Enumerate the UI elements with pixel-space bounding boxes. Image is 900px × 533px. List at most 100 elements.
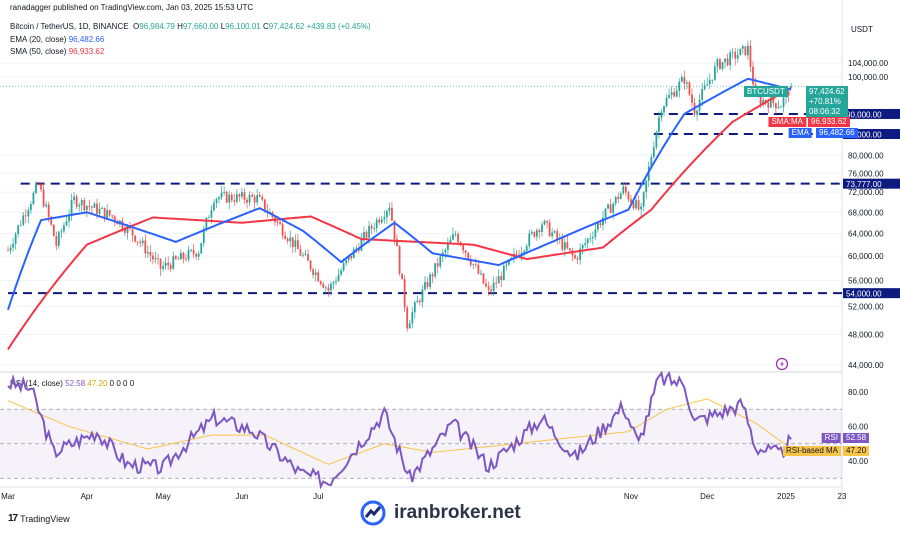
candle	[701, 83, 704, 107]
price-tick: 64,000.00	[848, 230, 884, 239]
candle	[101, 206, 103, 209]
ema-legend[interactable]: EMA (20, close) 96,482.66	[10, 35, 104, 45]
candle-body	[7, 250, 9, 252]
candle	[202, 225, 205, 247]
candle-body	[330, 283, 332, 291]
candle-body	[65, 221, 68, 226]
tradingview-footer[interactable]: 17 TradingView	[8, 513, 70, 524]
candle-body	[83, 200, 86, 211]
candle-body	[68, 214, 70, 222]
candle-body	[261, 196, 264, 200]
candle	[241, 187, 243, 200]
candle	[688, 80, 691, 97]
candle	[93, 201, 96, 208]
rsi-ma-axis-value: 47.20	[846, 446, 867, 455]
currency-label: USDT	[851, 25, 873, 34]
candle-body	[144, 240, 147, 254]
rsi-legend[interactable]: RSI (14, close) 52.58 47.20 0 0 0 0	[10, 379, 134, 389]
candle	[88, 199, 91, 211]
price-tick: 44,000.00	[848, 361, 884, 370]
candle	[408, 319, 411, 329]
candle	[421, 285, 424, 308]
price-tick: 104,000.00	[848, 59, 889, 68]
time-tick: Nov	[624, 492, 638, 501]
candle-body	[413, 302, 416, 313]
candle	[360, 233, 363, 252]
candle	[637, 195, 640, 212]
candle	[60, 228, 63, 239]
candle	[708, 73, 711, 89]
candle	[426, 277, 429, 289]
candle-body	[665, 98, 668, 107]
candle	[108, 209, 111, 218]
candle	[782, 95, 785, 113]
candle-body	[762, 99, 765, 105]
candle	[777, 100, 780, 110]
candle	[70, 193, 73, 221]
candle-body	[332, 282, 335, 284]
candle-body	[454, 233, 457, 235]
candle	[584, 237, 587, 248]
flash-icon[interactable]	[775, 357, 789, 371]
candle-body	[787, 91, 790, 96]
candle	[345, 259, 348, 267]
candle	[294, 234, 297, 253]
candle-body	[251, 194, 253, 197]
candle-body	[29, 204, 32, 211]
rsi-line	[7, 370, 792, 490]
candle-body	[289, 237, 292, 242]
candle-body	[658, 117, 660, 132]
sma-legend[interactable]: SMA (50, close) 96,933.62	[10, 47, 104, 57]
rsi-tick: 40.00	[848, 457, 869, 466]
candle	[747, 40, 749, 61]
candle-body	[708, 79, 711, 85]
candle	[78, 202, 81, 212]
candle	[200, 242, 203, 254]
candle-body	[385, 210, 388, 218]
candle-body	[492, 282, 495, 292]
candle-body	[85, 205, 88, 211]
candle	[482, 273, 485, 285]
candle-body	[146, 251, 149, 254]
candle-body	[533, 231, 536, 237]
sma-axis-value: 96,933.62	[811, 117, 847, 126]
candle-body	[632, 202, 635, 209]
candle	[424, 275, 426, 292]
candle	[721, 62, 724, 72]
candle-body	[556, 231, 559, 239]
candle-body	[401, 273, 404, 280]
candle	[530, 229, 533, 236]
candle	[373, 222, 376, 233]
candle-body	[286, 238, 289, 242]
price-tick: 72,000.00	[848, 188, 884, 197]
candle-body	[258, 195, 261, 197]
sma-legend-label: SMA (50, close)	[10, 47, 67, 56]
candle	[541, 221, 543, 237]
candle-body	[591, 236, 594, 239]
candle-body	[12, 243, 14, 248]
price-tick: 60,000.00	[848, 252, 884, 261]
level-label-bg	[843, 108, 900, 119]
candle-body	[248, 194, 251, 203]
candle-body	[472, 264, 475, 266]
candle	[281, 220, 284, 239]
candle	[75, 194, 78, 210]
last-price-label: BTCUSDT 97,424.62 +70.81% 08:06:32	[744, 86, 848, 118]
level-label-text: 85,000.00	[846, 131, 882, 140]
candle	[652, 141, 655, 159]
candle	[752, 61, 754, 90]
time-tick: Apr	[81, 492, 94, 501]
rsi-axis-value: 52.58	[846, 433, 867, 442]
tradingview-brand: TradingView	[20, 513, 70, 524]
candle	[213, 199, 215, 213]
candle-body	[528, 233, 531, 247]
candle	[464, 249, 467, 258]
candle-body	[736, 55, 739, 59]
candle	[91, 205, 93, 214]
candle-body	[312, 269, 315, 275]
candle	[675, 85, 678, 98]
candle	[713, 61, 716, 82]
candle	[388, 202, 391, 216]
candle-body	[101, 207, 103, 209]
